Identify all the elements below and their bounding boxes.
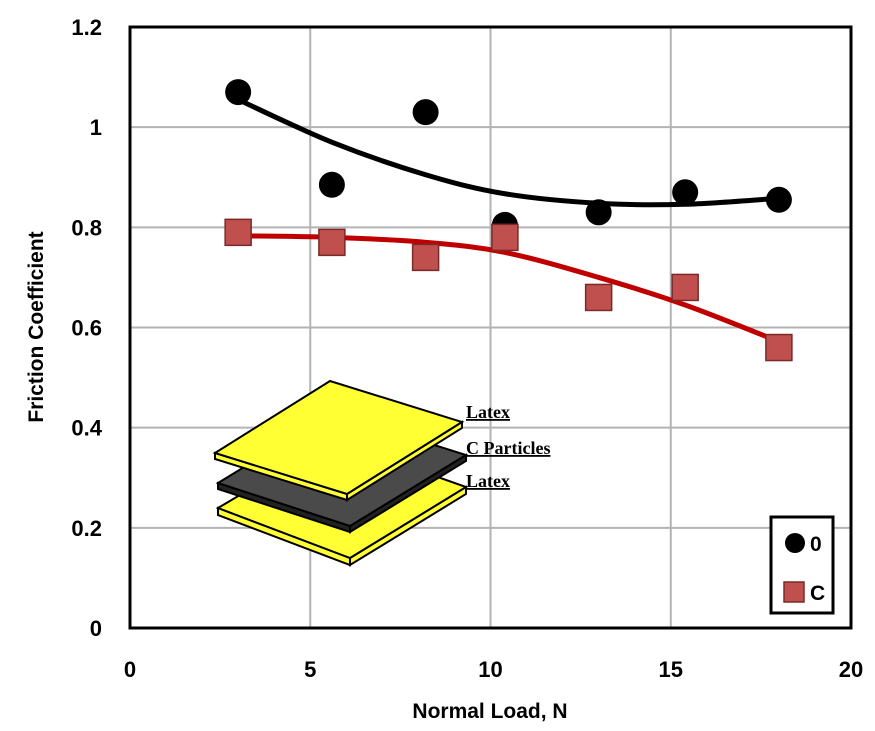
data-point-series-1: [411, 243, 440, 272]
data-markers: [224, 79, 793, 362]
axis-ticks: 0 5 10 15 20 0 0.2 0.4 0.6 0.8 1 1.2: [71, 15, 863, 682]
data-point-series-1: [584, 283, 613, 312]
x-tick-label: 20: [839, 657, 863, 682]
legend-marker-c: [783, 581, 805, 603]
y-tick-label: 1: [90, 115, 102, 140]
x-tick-label: 0: [124, 657, 136, 682]
data-point-series-0: [225, 79, 252, 106]
y-tick-label: 0: [90, 616, 102, 641]
data-point-series-0: [765, 186, 792, 213]
legend: 0 C: [769, 515, 835, 615]
data-point-series-0: [412, 99, 439, 126]
data-point-series-1: [491, 223, 519, 252]
legend-marker-0: [785, 533, 805, 553]
plot-frame: [128, 25, 853, 630]
legend-label-0: 0: [810, 533, 822, 556]
data-point-series-1: [318, 228, 346, 257]
x-tick-label: 15: [659, 657, 683, 682]
layer-inset: Latex C Particles Latex: [212, 379, 550, 567]
data-point-series-0: [318, 171, 345, 198]
legend-label-c: C: [810, 582, 825, 605]
data-point-series-1: [224, 218, 252, 247]
top-latex-layer: [212, 379, 465, 496]
x-tick-label: 10: [478, 657, 502, 682]
y-tick-label: 1.2: [71, 15, 102, 40]
data-point-series-1: [765, 333, 793, 362]
y-tick-label: 0.2: [71, 516, 102, 541]
y-tick-label: 0.8: [71, 215, 102, 240]
bottom-latex-label: Latex: [466, 471, 510, 491]
top-latex-label: Latex: [466, 402, 510, 422]
trend-line-series-0: [235, 97, 782, 208]
particles-label: C Particles: [466, 438, 550, 458]
data-point-series-0: [585, 199, 612, 226]
y-tick-label: 0.4: [71, 416, 102, 441]
y-axis-title: Friction Coefficient: [25, 231, 48, 422]
x-axis-title: Normal Load, N: [412, 700, 567, 723]
data-point-series-1: [671, 273, 699, 302]
data-point-series-0: [672, 179, 699, 206]
x-tick-label: 5: [304, 657, 316, 682]
y-tick-label: 0.6: [71, 316, 102, 341]
